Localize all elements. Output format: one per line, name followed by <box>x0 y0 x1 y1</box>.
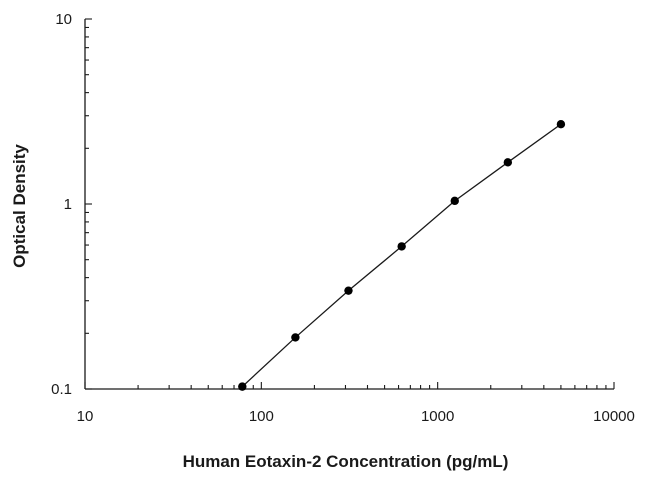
x-tick-labels: 10 100 1000 10000 <box>77 408 635 425</box>
standard-curve-line <box>241 123 562 388</box>
y-tick-label-10: 10 <box>55 11 72 28</box>
data-point-625 <box>397 242 406 251</box>
y-ticks <box>85 18 92 390</box>
data-points <box>238 119 566 391</box>
data-point-312 <box>344 286 353 295</box>
data-point-1250 <box>450 196 459 206</box>
data-point-156 <box>291 333 300 342</box>
y-tick-label-0.1: 0.1 <box>51 381 72 398</box>
x-axis-title: Human Eotaxin-2 Concentration (pg/mL) <box>183 452 509 471</box>
x-tick-label-1000: 1000 <box>421 408 454 425</box>
x-tick-label-10: 10 <box>77 408 94 425</box>
y-tick-labels: 0.1 1 10 <box>51 11 72 398</box>
x-ticks <box>84 382 615 389</box>
x-tick-label-10000: 10000 <box>593 408 635 425</box>
data-point-2500 <box>503 158 513 167</box>
x-tick-label-100: 100 <box>249 408 274 425</box>
y-tick-label-1: 1 <box>64 196 72 213</box>
axes <box>84 19 614 390</box>
data-point-5000 <box>556 119 566 129</box>
data-point-78 <box>238 382 247 391</box>
y-axis-title: Optical Density <box>10 144 29 268</box>
